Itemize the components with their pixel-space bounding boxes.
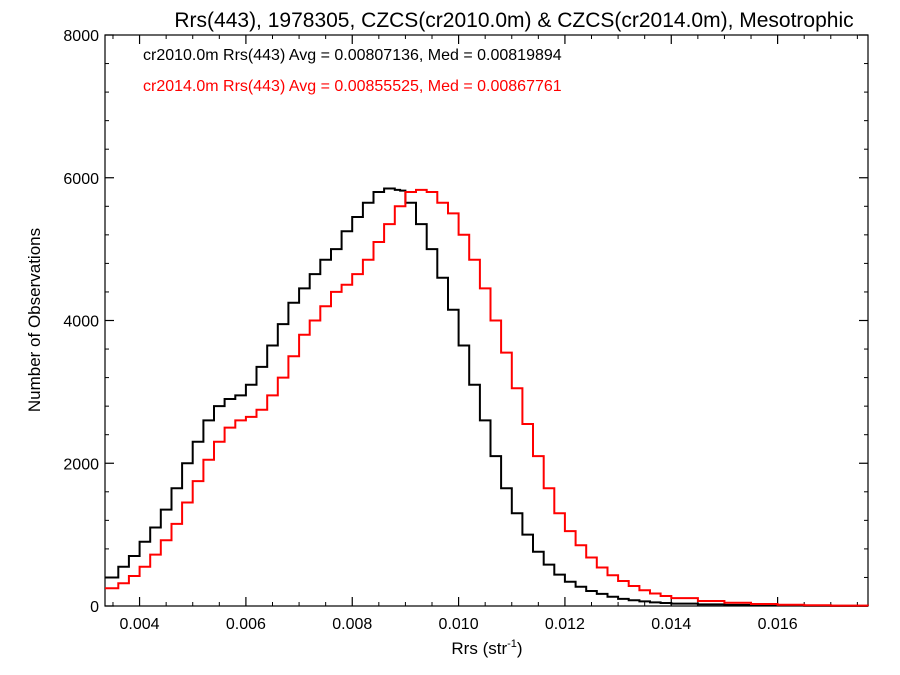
series-line-cr2014.0m: [105, 188, 869, 607]
x-tick-label: 0.014: [651, 616, 691, 633]
x-tick-label: 0.012: [545, 616, 585, 633]
x-tick-label: 0.010: [439, 616, 479, 633]
series-line-cr2010.0m: [105, 187, 868, 607]
y-tick-label: 4000: [63, 314, 99, 331]
x-axis-label-superscript: -1: [507, 638, 517, 650]
y-axis-label: Number of Observations: [25, 228, 44, 412]
plot-area-frame: [104, 34, 869, 607]
y-axis: 0 2000 4000 6000 8000: [63, 28, 868, 616]
legend-entry-cr2010: cr2010.0m Rrs(443) Avg = 0.00807136, Med…: [143, 47, 562, 64]
x-axis-label-close: ): [517, 639, 523, 658]
x-axis: 0.004 0.006 0.008 0.010 0.012 0.014 0.016: [112, 35, 858, 633]
series-group: [105, 187, 869, 607]
x-tick-label: 0.006: [226, 616, 266, 633]
legend-entry-cr2014: cr2014.0m Rrs(443) Avg = 0.00855525, Med…: [143, 78, 562, 95]
x-axis-label: Rrs (str-1): [451, 638, 522, 658]
y-tick-label: 2000: [63, 456, 99, 473]
y-tick-label: 8000: [63, 28, 99, 45]
x-tick-label: 0.004: [120, 616, 160, 633]
x-tick-label: 0.016: [758, 616, 798, 633]
x-tick-label: 0.008: [332, 616, 372, 633]
x-axis-label-main: Rrs (str: [451, 639, 507, 658]
y-tick-label: 6000: [63, 171, 99, 188]
chart-title: Rrs(443), 1978305, CZCS(cr2010.0m) & CZC…: [174, 9, 853, 32]
y-tick-label: 0: [90, 599, 99, 616]
